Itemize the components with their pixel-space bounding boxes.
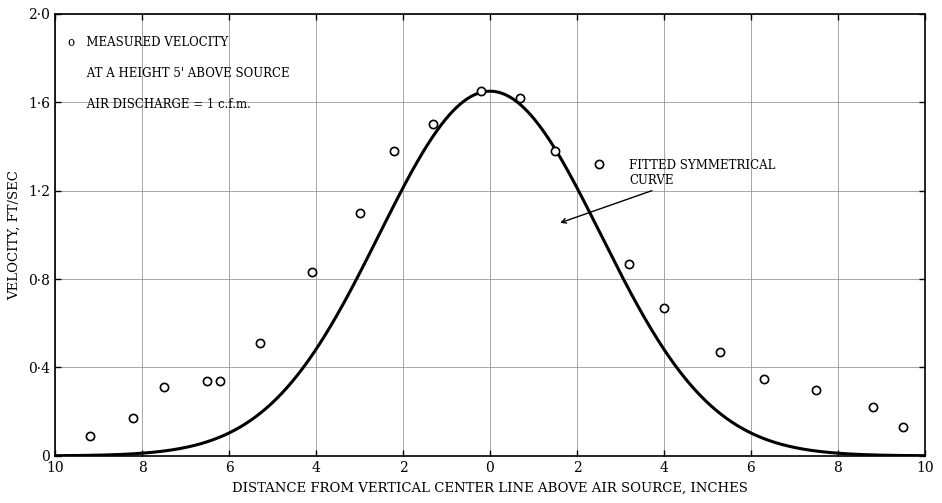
Point [252,339,268,347]
Point [352,209,367,217]
Point [756,374,771,382]
Point [865,403,880,411]
Point [896,423,911,431]
Point [592,160,607,168]
X-axis label: DISTANCE FROM VERTICAL CENTER LINE ABOVE AIR SOURCE, INCHES: DISTANCE FROM VERTICAL CENTER LINE ABOVE… [232,482,748,494]
Point [156,383,171,391]
Point [304,269,319,277]
Point [82,432,97,440]
Text: AT A HEIGHT 5' ABOVE SOURCE: AT A HEIGHT 5' ABOVE SOURCE [68,67,290,80]
Point [387,147,402,155]
Point [426,120,441,128]
Point [713,348,728,356]
Text: FITTED SYMMETRICAL
CURVE: FITTED SYMMETRICAL CURVE [561,159,775,223]
Point [474,87,489,95]
Point [622,260,637,268]
Point [200,377,215,385]
Point [512,94,528,102]
Point [808,385,823,393]
Point [213,377,228,385]
Text: AIR DISCHARGE = 1 c.f.m.: AIR DISCHARGE = 1 c.f.m. [68,98,252,111]
Point [547,147,562,155]
Text: o   MEASURED VELOCITY: o MEASURED VELOCITY [68,36,228,49]
Y-axis label: VELOCITY, FT/SEC: VELOCITY, FT/SEC [8,170,22,300]
Point [126,414,141,423]
Point [657,304,672,312]
